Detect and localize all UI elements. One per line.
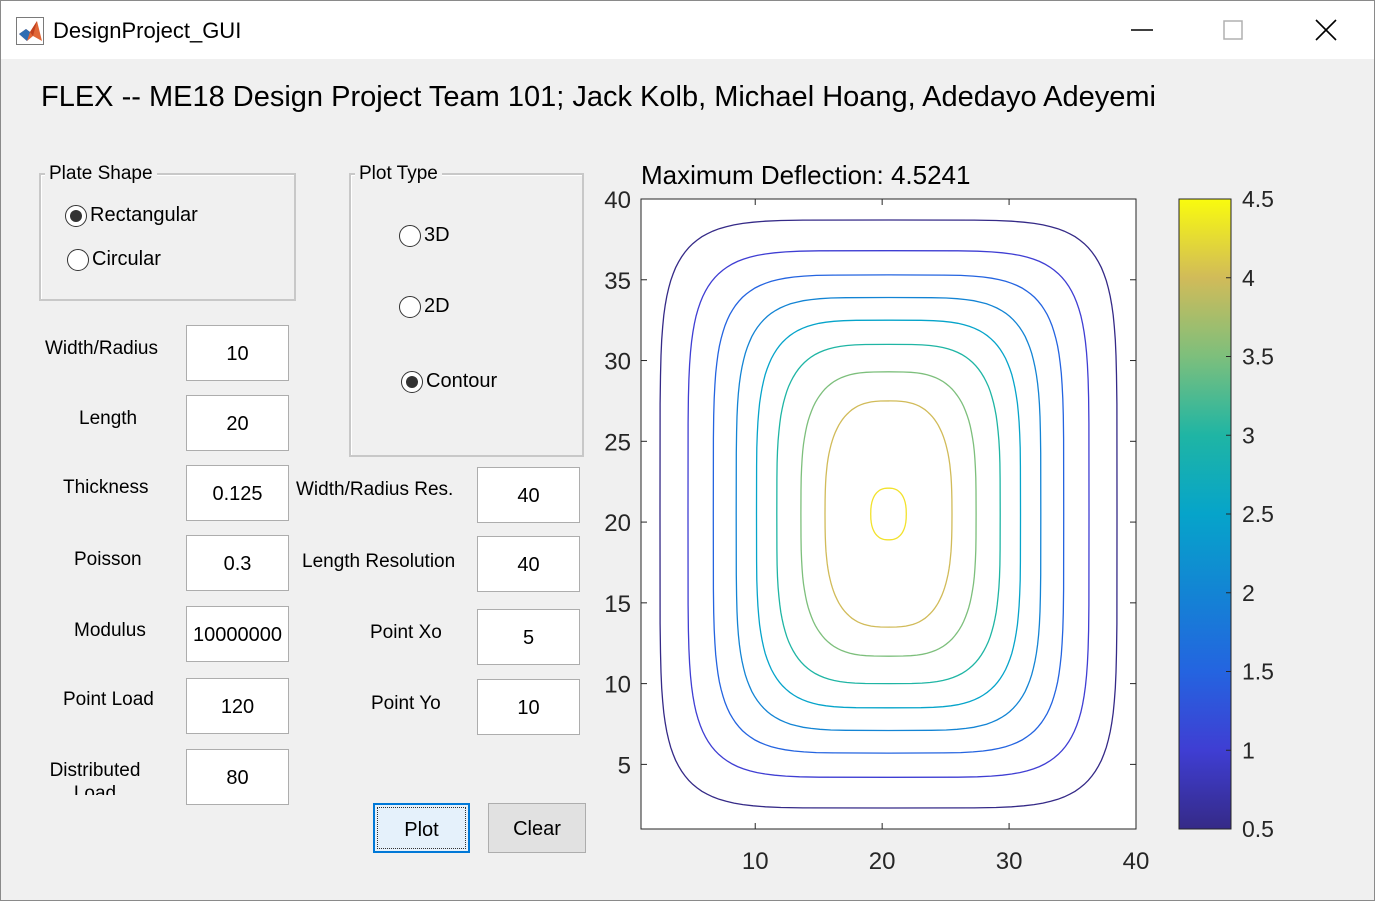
x-tick-label: 30 <box>996 848 1023 875</box>
length-label: Length <box>79 408 138 429</box>
y-tick-label: 30 <box>604 349 631 376</box>
colorbar-tick-label: 1.5 <box>1242 659 1274 685</box>
colorbar-tick-label: 2.5 <box>1242 501 1274 527</box>
clear-button[interactable]: Clear <box>488 803 586 853</box>
radio-2d-circle[interactable] <box>399 295 421 318</box>
colorbar-tick-label: 1 <box>1242 737 1255 763</box>
radio-contour-circle[interactable] <box>401 370 423 393</box>
matlab-logo-icon <box>16 17 44 45</box>
radio-2d[interactable]: 2D <box>399 295 450 318</box>
y-tick-label: 40 <box>604 187 631 214</box>
radio-circular[interactable]: Circular <box>67 248 161 271</box>
title-bar[interactable]: DesignProject_GUI <box>1 1 1374 59</box>
width-radius-input[interactable]: 10 <box>186 325 289 381</box>
contour-line-level-3.5 <box>800 371 977 657</box>
radio-2d-label: 2D <box>424 295 450 317</box>
plot-button[interactable]: Plot <box>373 803 470 853</box>
contour-line-level-2 <box>735 296 1042 732</box>
x-tick-label: 40 <box>1123 848 1150 875</box>
distributed-load-label: Distributed Load <box>37 759 153 795</box>
poisson-input[interactable]: 0.3 <box>186 535 289 591</box>
modulus-label: Modulus <box>74 620 146 641</box>
plate-shape-panel: Plate Shape <box>39 163 296 301</box>
contour-line-level-4.5 <box>870 487 907 541</box>
colorbar <box>1178 198 1232 830</box>
width-radius-res-input[interactable]: 40 <box>477 467 580 523</box>
colorbar-tick-label: 0.5 <box>1242 816 1274 842</box>
length-resolution-label: Length Resolution <box>302 551 456 572</box>
contour-line-level-0.5 <box>659 219 1118 809</box>
distributed-load-label-text: Distributed Load <box>49 760 141 795</box>
colorbar-tick-label: 2 <box>1242 580 1255 606</box>
y-tick-label: 5 <box>618 752 631 779</box>
colorbar-tick-label: 4 <box>1242 265 1255 291</box>
point-xo-input[interactable]: 5 <box>477 609 580 665</box>
x-tick-label: 20 <box>869 848 896 875</box>
x-tick-label: 10 <box>742 848 769 875</box>
width-radius-label: Width/Radius <box>45 338 158 359</box>
thickness-input[interactable]: 0.125 <box>186 465 289 521</box>
contour-line-level-2.5 <box>755 319 1022 709</box>
page-title: FLEX -- ME18 Design Project Team 101; Ja… <box>41 81 1156 113</box>
y-tick-label: 15 <box>604 591 631 618</box>
point-yo-input[interactable]: 10 <box>477 679 580 735</box>
y-tick-label: 35 <box>604 268 631 295</box>
radio-circular-label: Circular <box>92 248 161 270</box>
radio-rectangular-circle[interactable] <box>65 204 87 227</box>
radio-contour[interactable]: Contour <box>401 370 497 393</box>
contour-line-level-4 <box>824 400 953 628</box>
modulus-input[interactable]: 10000000 <box>186 606 289 662</box>
length-resolution-input[interactable]: 40 <box>477 536 580 592</box>
plot-type-panel: Plot Type <box>349 163 584 457</box>
width-radius-res-label: Width/Radius Res. <box>296 479 454 500</box>
poisson-label: Poisson <box>74 549 142 570</box>
y-tick-label: 20 <box>604 510 631 537</box>
plot-type-title: Plot Type <box>355 163 442 185</box>
radio-contour-label: Contour <box>426 370 498 392</box>
plot-area <box>640 198 1137 830</box>
close-icon[interactable] <box>1303 7 1349 53</box>
radio-3d-label: 3D <box>424 224 450 246</box>
radio-3d[interactable]: 3D <box>399 224 450 247</box>
thickness-label: Thickness <box>63 477 149 498</box>
point-load-input[interactable]: 120 <box>186 678 289 734</box>
radio-3d-circle[interactable] <box>399 224 421 247</box>
colorbar-tick-label: 4.5 <box>1242 186 1274 212</box>
point-xo-label: Point Xo <box>370 622 442 643</box>
minimize-icon[interactable] <box>1119 7 1165 53</box>
contour-line-level-1.5 <box>712 274 1065 754</box>
colorbar-tick-label: 3.5 <box>1242 344 1274 370</box>
contour-line-level-3 <box>776 343 1001 685</box>
distributed-load-input[interactable]: 80 <box>186 749 289 805</box>
colorbar-tick-label: 3 <box>1242 422 1255 448</box>
contour-line-level-1 <box>687 250 1090 778</box>
chart-title: Maximum Deflection: 4.5241 <box>641 160 970 190</box>
radio-rectangular[interactable]: Rectangular <box>65 204 198 227</box>
length-input[interactable]: 20 <box>186 395 289 451</box>
y-tick-label: 10 <box>604 672 631 699</box>
radio-rectangular-label: Rectangular <box>90 204 198 226</box>
maximize-icon[interactable] <box>1210 7 1256 53</box>
plate-shape-title: Plate Shape <box>45 163 157 185</box>
point-load-label: Point Load <box>63 689 154 710</box>
window-title: DesignProject_GUI <box>53 18 242 43</box>
y-tick-label: 25 <box>604 429 631 456</box>
radio-circular-circle[interactable] <box>67 248 89 271</box>
point-yo-label: Point Yo <box>371 693 441 714</box>
